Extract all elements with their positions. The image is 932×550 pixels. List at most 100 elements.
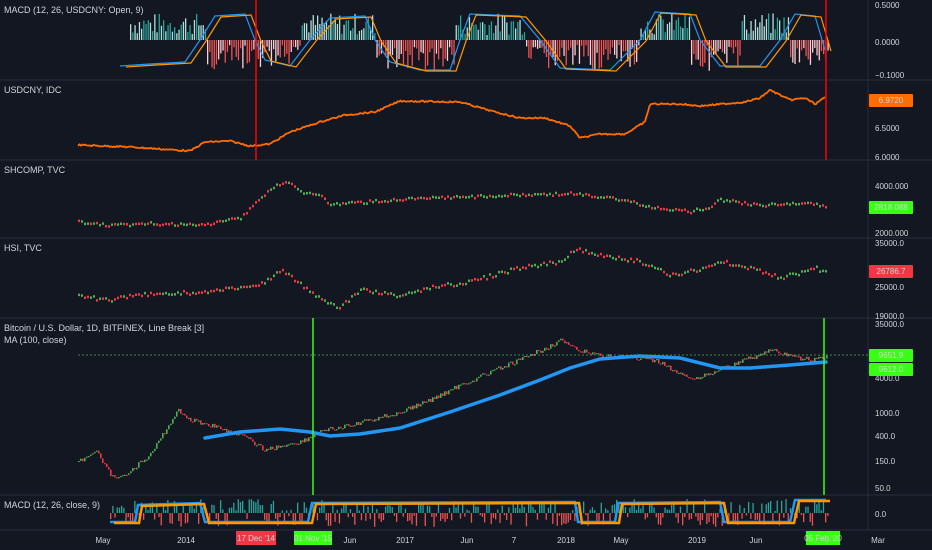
shcomp-candle [711,205,713,209]
hsi-candle [744,265,746,269]
macd-bottom-bar [611,505,613,513]
hsi-candle [819,270,821,273]
hsi-candle [627,260,629,263]
btc-brick [638,359,640,361]
macd-bottom-bar [565,513,567,524]
shcomp-candle [423,196,425,200]
shcomp-candle [363,202,365,205]
btc-brick [208,424,210,427]
hsi-candle [483,275,485,278]
hsi-candle [714,263,716,266]
macd-top-bar [380,40,383,54]
hsi-candle [114,298,116,301]
hsi-candle [174,293,176,296]
btc-brick [688,377,690,379]
macd-top-bar [301,25,303,40]
btc-brick [602,355,604,358]
macd-top-bar [130,24,132,40]
shcomp-candle [429,197,431,200]
macd-bottom-bar [158,513,160,518]
btc-brick [428,399,430,402]
macd-top-bar [396,40,398,68]
shcomp-candle [456,194,458,198]
macd-bottom-bar [275,513,277,519]
shcomp-candle [789,203,791,206]
macd-bottom-bar [556,513,558,526]
macd-bottom-bar [299,513,301,525]
hsi-candle [492,276,494,279]
hsi-candle [204,290,206,293]
macd-top-bar [666,23,669,40]
hsi-candle [330,301,332,305]
macd-bottom-bar [396,513,398,522]
btc-brick [648,357,650,360]
macd-top-bar [695,40,697,60]
badge-btc-ma: 9612.0 [879,365,904,374]
macd-top-bar [807,40,809,60]
macd-top-bar [501,16,504,40]
shcomp-candle [222,220,224,223]
btc-brick [268,448,270,450]
hsi-candle [579,247,581,250]
macd-bottom-bar [145,506,147,513]
hsi-candle [447,282,449,285]
macd-top-bar [442,40,444,67]
macd-top-bar [429,40,431,53]
hsi-candle [675,272,677,276]
macd-bottom-bar [156,504,158,513]
macd-top-bar [486,34,488,40]
macd-top-bar [504,16,506,40]
btc-brick [108,467,110,470]
macd-bottom-bar [708,513,710,523]
macd-bottom-bar [558,513,561,516]
btc-brick [248,437,250,439]
macd-top-bar [193,20,196,40]
macd-bottom-bar [459,513,462,519]
macd-bottom-bar [543,504,545,513]
btc-brick [328,428,330,432]
hsi-candle [690,268,692,271]
macd-top-bar [345,20,347,40]
btc-brick [484,373,486,375]
macd-top-bar [215,40,218,65]
shcomp-candle [165,222,167,226]
macd-bottom-bar [594,510,596,513]
macd-bottom-bar [677,513,679,524]
shcomp-candle [426,197,428,200]
btc-brick [272,446,274,450]
macd-bottom-bar [818,500,820,513]
macd-top-bar [783,17,785,40]
macd-top-bar [724,40,726,54]
btc-brick [370,419,372,421]
hsi-candle [543,261,545,265]
btc-brick [744,358,746,360]
macd-top-bar [680,26,682,40]
btc-brick [464,383,466,385]
macd-top-bar [158,13,160,40]
time-axis-label: May [613,536,628,545]
btc-brick [378,416,380,421]
hsi-candle [429,287,431,291]
shcomp-candle [366,202,368,205]
hsi-candle [534,263,536,267]
macd-top-bar [352,28,354,40]
shcomp-candle [348,201,350,204]
btc-brick [586,349,588,353]
macd-bottom-bar [704,499,706,513]
btc-brick [442,393,444,396]
hsi-candle [153,293,155,297]
macd-top-bar [288,40,290,64]
hsi-candle [255,284,257,288]
shcomp-candle [105,224,107,228]
hsi-candle [771,274,773,278]
macd-bottom-bar [627,513,629,518]
hsi-candle [510,267,512,270]
btc-brick [94,451,96,454]
macd-bottom-bar [127,513,129,518]
btc-brick [368,419,370,421]
macd-bottom-bar [521,502,523,513]
shcomp-candle [147,222,149,225]
macd-top-bar [662,19,664,40]
